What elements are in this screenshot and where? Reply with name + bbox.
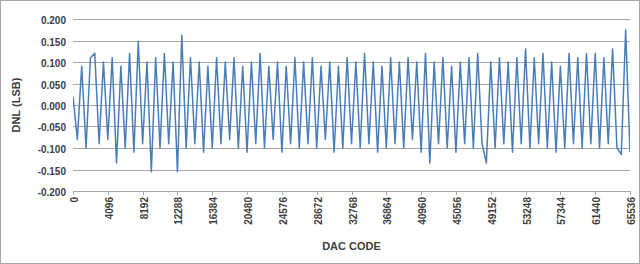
x-tick <box>317 191 318 195</box>
x-axis-title: DAC CODE <box>322 240 381 252</box>
x-tick <box>630 191 631 195</box>
chart: -0.200 -0.150 -0.100 -0.050 0.000 0.050 0.100 0… <box>0 0 640 264</box>
y-tick-label: 0.200 <box>41 15 66 26</box>
x-tick <box>352 191 353 195</box>
x-tick-label: 32768 <box>348 197 359 225</box>
x-tick <box>560 191 561 195</box>
x-tick-label: 36864 <box>382 197 393 225</box>
x-tick <box>491 191 492 195</box>
x-tick <box>456 191 457 195</box>
y-tick-label: 0.000 <box>41 101 66 112</box>
x-tick <box>386 191 387 195</box>
x-tick <box>212 191 213 195</box>
x-tick-label: 57344 <box>556 197 567 225</box>
y-tick-label: -0.150 <box>38 166 67 177</box>
x-tick <box>73 191 74 195</box>
grid-line <box>73 41 630 42</box>
x-tick-label: 49152 <box>487 197 498 225</box>
y-tick-label: -0.050 <box>38 122 67 133</box>
x-tick-label: 45056 <box>452 197 463 225</box>
plot-area <box>73 30 630 172</box>
grid-line <box>73 148 630 149</box>
x-tick <box>526 191 527 195</box>
dnl-line <box>73 30 630 172</box>
x-tick-label: 4096 <box>104 197 115 220</box>
x-tick <box>177 191 178 195</box>
y-axis-title: DNL (LSB) <box>10 77 22 132</box>
grid-line <box>73 105 630 106</box>
x-tick <box>108 191 109 195</box>
x-tick-label: 40960 <box>417 197 428 225</box>
y-tick-label: -0.100 <box>38 144 67 155</box>
grid-line <box>73 19 630 20</box>
x-tick <box>247 191 248 195</box>
x-tick <box>143 191 144 195</box>
y-tick-label: 0.100 <box>41 58 66 69</box>
grid-line <box>73 170 630 171</box>
chart-frame <box>1 1 640 264</box>
x-tick-label: 16384 <box>208 197 219 225</box>
x-tick-label: 61440 <box>591 197 602 225</box>
grid-line <box>73 191 630 192</box>
x-tick-label: 8192 <box>139 197 150 220</box>
x-tick-label: 28672 <box>313 197 324 225</box>
x-tick <box>421 191 422 195</box>
x-tick-label: 20480 <box>243 197 254 225</box>
x-tick-label: 0 <box>69 197 80 203</box>
x-tick-label: 24576 <box>278 197 289 225</box>
x-tick-label: 12288 <box>173 197 184 225</box>
x-tick <box>282 191 283 195</box>
x-tick <box>595 191 596 195</box>
y-tick-label: 0.050 <box>41 80 66 91</box>
x-tick-label: 53248 <box>522 197 533 225</box>
y-tick-label: -0.200 <box>38 187 67 198</box>
y-tick-label: 0.150 <box>41 37 66 48</box>
x-tick-label: 65536 <box>626 197 637 225</box>
